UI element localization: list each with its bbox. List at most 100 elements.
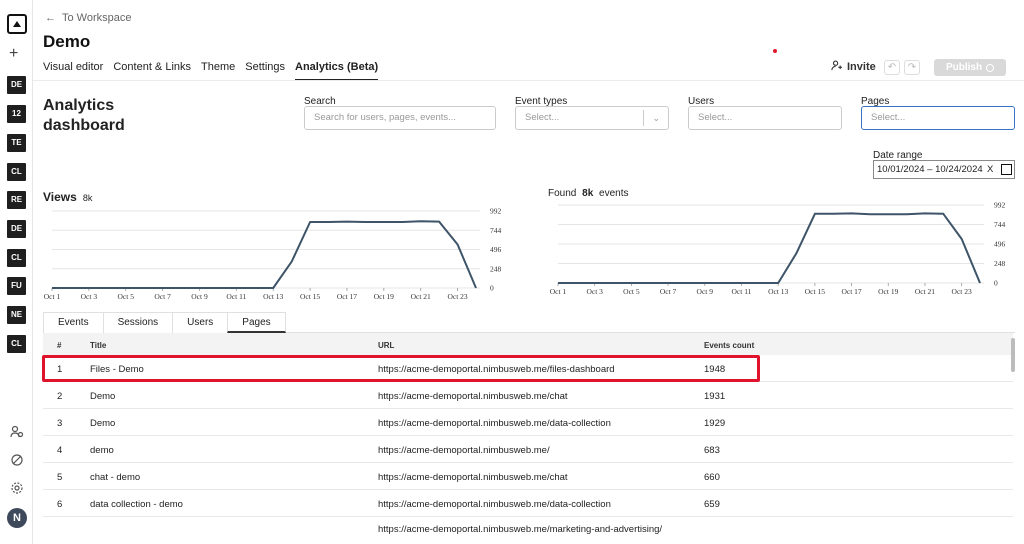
- pages-select[interactable]: Select...: [861, 106, 1015, 130]
- app-logo-icon[interactable]: [7, 14, 27, 34]
- tab-content-links[interactable]: Content & Links: [113, 61, 191, 73]
- row-url: https://acme-demoportal.nimbusweb.me/mar…: [378, 524, 663, 535]
- col-header-title[interactable]: Title: [90, 341, 107, 350]
- table-row[interactable]: 3 Demo https://acme-demoportal.nimbusweb…: [43, 409, 1013, 436]
- row-url: https://acme-demoportal.nimbusweb.me/fil…: [378, 364, 615, 375]
- header-divider: [33, 80, 1024, 81]
- y-tick-label: 992: [994, 201, 1006, 210]
- table-row[interactable]: 4 demo https://acme-demoportal.nimbusweb…: [43, 436, 1013, 463]
- col-header-url[interactable]: URL: [378, 341, 395, 350]
- x-tick-label: Oct 5: [623, 287, 640, 296]
- tab-pages[interactable]: Pages: [227, 312, 286, 333]
- row-index: 3: [57, 418, 63, 429]
- publish-status-icon: [986, 63, 995, 72]
- row-index: 1: [57, 364, 63, 375]
- table-row[interactable]: 6 data collection - demo https://acme-de…: [43, 490, 1013, 517]
- publish-label: Publish: [945, 62, 983, 73]
- x-tick-label: Oct 1: [550, 287, 567, 296]
- x-tick-label: Oct 11: [226, 292, 246, 301]
- undo-icon[interactable]: ↶: [884, 60, 900, 75]
- event-types-select[interactable]: Select... ⌄: [515, 106, 669, 130]
- y-tick-label: 744: [490, 226, 502, 235]
- arrow-left-icon: ←: [45, 12, 56, 24]
- workspace-chip[interactable]: CL: [7, 335, 26, 353]
- clear-date-button[interactable]: X: [987, 164, 994, 175]
- workspace-chip[interactable]: TE: [7, 134, 26, 152]
- left-rail: + DE 12 TE CL RE DE CL FU NE CL N: [0, 0, 33, 544]
- publish-button[interactable]: Publish: [934, 59, 1006, 76]
- col-header-index[interactable]: #: [57, 341, 62, 350]
- event-types-placeholder: Select...: [525, 112, 560, 123]
- row-url: https://acme-demoportal.nimbusweb.me/cha…: [378, 391, 568, 402]
- x-tick-label: Oct 21: [915, 287, 935, 296]
- x-tick-label: Oct 21: [411, 292, 431, 301]
- row-title: Demo: [90, 418, 116, 429]
- chevron-down-icon[interactable]: ⌄: [652, 113, 660, 123]
- x-tick-label: Oct 17: [337, 292, 357, 301]
- tab-analytics[interactable]: Analytics (Beta): [295, 61, 379, 81]
- user-avatar[interactable]: N: [7, 508, 27, 528]
- sync-icon[interactable]: [9, 452, 25, 468]
- workspace-chip[interactable]: CL: [7, 163, 26, 181]
- x-tick-label: Oct 3: [586, 287, 603, 296]
- redo-icon[interactable]: ↷: [904, 60, 920, 75]
- row-count: 1929: [704, 418, 726, 429]
- tab-visual-editor[interactable]: Visual editor: [43, 61, 104, 73]
- table-row[interactable]: 2 Demo https://acme-demoportal.nimbusweb…: [43, 382, 1013, 409]
- notification-dot: [773, 49, 777, 53]
- workspace-chip[interactable]: DE: [7, 220, 26, 238]
- date-range-input[interactable]: 10/01/2024 – 10/24/2024 X: [873, 160, 1015, 179]
- date-range-label: Date range: [873, 150, 923, 161]
- table-header: # Title URL Events count: [43, 333, 1013, 355]
- workspace-chip[interactable]: NE: [7, 306, 26, 324]
- tab-users[interactable]: Users: [172, 312, 229, 333]
- workspace-chip[interactable]: RE: [7, 191, 26, 209]
- row-url: https://acme-demoportal.nimbusweb.me/dat…: [378, 418, 611, 429]
- found-suffix: events: [599, 188, 629, 199]
- table-tabs: Events Sessions Users Pages: [43, 312, 1015, 333]
- x-tick-label: Oct 17: [841, 287, 861, 296]
- x-tick-label: Oct 11: [732, 287, 752, 296]
- x-tick-label: Oct 13: [768, 287, 788, 296]
- workspace-chip[interactable]: CL: [7, 249, 26, 267]
- col-header-events-count[interactable]: Events count: [704, 341, 755, 350]
- table-scrollbar[interactable]: [1011, 338, 1015, 372]
- views-heading: Views 8k: [43, 190, 92, 204]
- pages-label: Pages: [861, 96, 890, 107]
- table-row[interactable]: 5 chat - demo https://acme-demoportal.ni…: [43, 463, 1013, 490]
- back-to-workspace-link[interactable]: ← To Workspace: [45, 12, 132, 24]
- invite-button[interactable]: Invite: [831, 60, 876, 74]
- workspace-chip[interactable]: 12: [7, 105, 26, 123]
- row-count: 683: [704, 445, 720, 456]
- x-tick-label: Oct 1: [44, 292, 61, 301]
- views-label: Views: [43, 190, 77, 204]
- add-icon[interactable]: +: [9, 45, 19, 62]
- search-input[interactable]: Search for users, pages, events...: [304, 106, 496, 130]
- found-prefix: Found: [548, 188, 577, 199]
- users-label: Users: [688, 96, 715, 107]
- row-count: 659: [704, 499, 720, 510]
- tab-sessions[interactable]: Sessions: [102, 312, 174, 333]
- workspace-chip[interactable]: FU: [7, 277, 26, 295]
- x-tick-label: Oct 9: [191, 292, 208, 301]
- y-tick-label: 0: [490, 284, 494, 293]
- calendar-icon[interactable]: [1001, 164, 1012, 175]
- tab-events[interactable]: Events: [43, 312, 104, 333]
- table-row[interactable]: 1 Files - Demo https://acme-demoportal.n…: [43, 355, 1013, 382]
- x-tick-label: Oct 19: [878, 287, 898, 296]
- team-icon[interactable]: [9, 424, 25, 440]
- tab-settings[interactable]: Settings: [245, 61, 285, 73]
- workspace-chip[interactable]: DE: [7, 76, 26, 94]
- tab-theme[interactable]: Theme: [201, 61, 236, 73]
- settings-icon[interactable]: [9, 480, 25, 496]
- views-count: 8k: [82, 193, 93, 203]
- y-tick-label: 496: [490, 245, 502, 254]
- users-select[interactable]: Select...: [688, 106, 842, 130]
- table-row[interactable]: https://acme-demoportal.nimbusweb.me/mar…: [43, 517, 1013, 544]
- events-line-chart: 0 248 496 744 992 Oct 1 Oct 3 Oct 5 Oct 7 Oct 9 Oc…: [550, 201, 1006, 297]
- row-index: 2: [57, 391, 63, 402]
- x-tick-label: Oct 5: [118, 292, 135, 301]
- row-title: Files - Demo: [90, 364, 144, 375]
- row-title: demo: [90, 445, 114, 456]
- found-count: 8k: [582, 188, 594, 199]
